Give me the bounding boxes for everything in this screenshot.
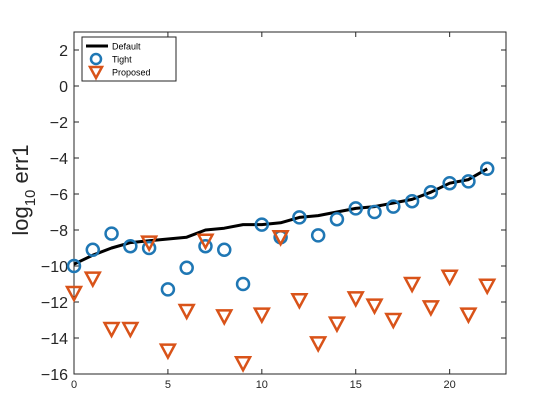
y-tick-label: −14: [41, 331, 68, 348]
data-point-proposed: [215, 309, 234, 327]
x-tick-label: 5: [165, 379, 171, 391]
y-tick-label: 0: [59, 79, 68, 96]
y-tick-label: −4: [50, 151, 68, 168]
data-point-tight: [367, 204, 382, 220]
data-point-tight: [217, 242, 232, 258]
data-point-proposed: [83, 271, 102, 289]
data-point-tight: [123, 238, 138, 254]
series-line-default: [73, 167, 488, 266]
data-point-proposed: [233, 355, 253, 373]
y-axis-label: log10 err1: [8, 144, 39, 235]
x-tick-label: 10: [256, 379, 268, 391]
data-point-tight: [141, 240, 157, 256]
data-point-proposed: [384, 312, 403, 330]
data-point-tight: [348, 201, 363, 216]
data-point-tight: [461, 174, 476, 189]
y-tick-label: −6: [50, 187, 68, 204]
data-point-proposed: [459, 307, 478, 325]
data-point-tight: [254, 217, 270, 232]
data-point-proposed: [365, 298, 384, 316]
data-point-proposed: [440, 269, 459, 287]
legend-label-default: Default: [112, 42, 141, 52]
legend-label-tight: Tight: [112, 55, 132, 65]
legend-swatch-proposed: [87, 65, 105, 81]
x-tick-label: 20: [444, 379, 456, 391]
data-point-tight: [423, 184, 439, 200]
data-point-tight: [66, 258, 82, 274]
y-tick-label: −12: [41, 295, 68, 312]
data-point-tight: [179, 260, 194, 276]
data-point-tight: [479, 161, 495, 177]
data-point-proposed: [177, 303, 196, 321]
data-point-proposed: [402, 276, 422, 294]
y-axis-label-base: log: [8, 206, 33, 235]
data-point-proposed: [140, 235, 159, 253]
plot-area-box: [73, 31, 507, 375]
data-point-tight: [310, 228, 326, 243]
data-point-proposed: [102, 321, 121, 339]
data-point-tight: [404, 193, 420, 209]
x-tick-label: 15: [350, 379, 362, 391]
x-tick-label: 0: [71, 379, 77, 391]
data-point-proposed: [346, 291, 365, 309]
data-point-tight: [160, 282, 176, 297]
data-point-proposed: [478, 278, 497, 296]
data-point-proposed: [121, 321, 140, 339]
y-axis-label-subscript: 10: [22, 190, 39, 207]
data-point-proposed: [421, 300, 440, 318]
data-point-tight: [442, 175, 457, 191]
data-point-tight: [198, 238, 213, 254]
marks-layer: [64, 161, 497, 373]
data-point-proposed: [64, 285, 84, 303]
data-point-proposed: [158, 343, 178, 361]
y-tick-label: −10: [41, 259, 68, 276]
data-point-tight: [104, 226, 119, 241]
data-point-proposed: [309, 336, 328, 354]
legend: Default Tight Proposed: [81, 36, 177, 82]
data-point-tight: [85, 242, 101, 258]
legend-label-proposed: Proposed: [112, 68, 151, 78]
y-tick-label: −8: [50, 223, 68, 240]
data-point-tight: [235, 276, 251, 292]
data-point-tight: [329, 211, 345, 227]
y-tick-label: −2: [50, 115, 68, 132]
legend-swatch-tight: [89, 52, 103, 66]
y-tick-label: −16: [41, 367, 68, 384]
data-point-proposed: [290, 292, 309, 310]
y-axis-label-rest: err1: [8, 144, 33, 189]
data-point-proposed: [271, 229, 290, 247]
data-point-tight: [292, 210, 307, 225]
data-point-proposed: [252, 307, 271, 325]
data-point-proposed: [196, 233, 215, 251]
data-point-proposed: [327, 316, 347, 334]
data-point-tight: [386, 199, 401, 214]
y-tick-label: 2: [59, 43, 68, 60]
